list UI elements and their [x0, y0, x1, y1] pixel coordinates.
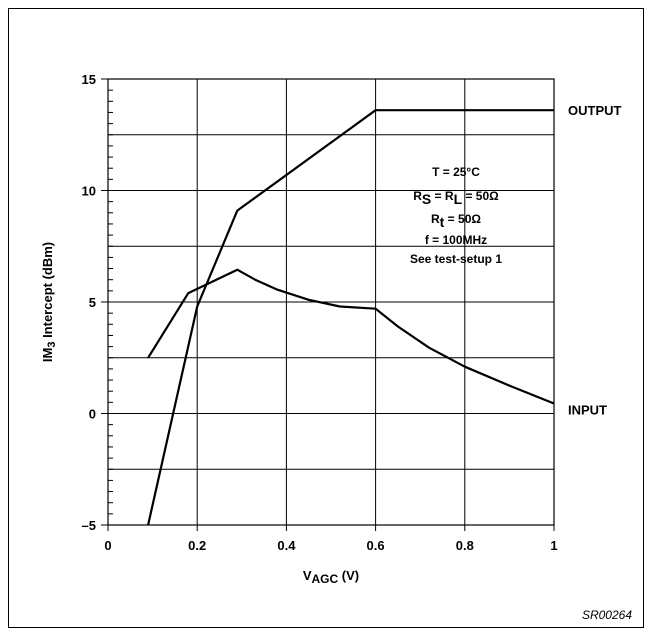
series-line-output	[147, 109, 554, 526]
y-tick-label: –5	[82, 518, 96, 533]
y-tick-label: 10	[82, 184, 96, 199]
x-tick-label: 0.4	[277, 538, 296, 553]
x-tick-label: 0.8	[456, 538, 474, 553]
series-label-input: INPUT	[568, 403, 607, 418]
grid	[108, 79, 554, 525]
condition-line: f = 100MHz	[425, 233, 487, 247]
series-line-input	[147, 268, 555, 405]
condition-line: See test-setup 1	[410, 252, 502, 266]
y-tick-label: 15	[82, 72, 96, 87]
condition-line: Rt = 50Ω	[431, 212, 481, 230]
condition-line: RS = RL = 50Ω	[413, 189, 499, 207]
axes	[101, 78, 555, 531]
y-axis-label: IM3 Intercept (dBm)	[40, 242, 58, 362]
figure-reference: SR00264	[582, 608, 632, 622]
y-tick-label: 5	[89, 295, 96, 310]
x-tick-label: 1	[550, 538, 557, 553]
x-tick-label: 0	[104, 538, 111, 553]
x-tick-label: 0.2	[188, 538, 206, 553]
y-tick-label: 0	[89, 407, 96, 422]
x-axis-label: VAGC (V)	[303, 568, 359, 586]
series-label-output: OUTPUT	[568, 103, 622, 118]
x-tick-label: 0.6	[367, 538, 385, 553]
condition-line: T = 25°C	[432, 165, 480, 179]
series-lines	[147, 109, 555, 526]
labels: –5 0 5 10 15 0 0.2 0.4 0.6 0.8 1 OUTPUT INPUT T = 25°…	[40, 72, 632, 622]
